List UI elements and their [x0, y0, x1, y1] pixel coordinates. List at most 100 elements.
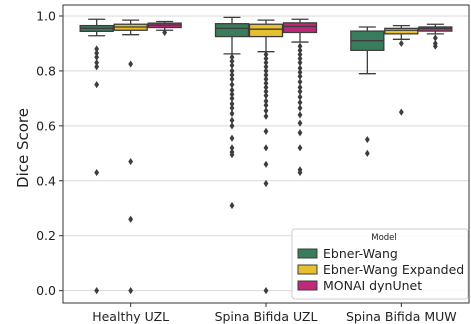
- outlier-point: [263, 160, 269, 168]
- outlier-point: [263, 101, 269, 109]
- outlier-point: [263, 67, 269, 75]
- box-body: [248, 23, 284, 38]
- legend-box: [291, 228, 469, 300]
- outlier-point: [398, 39, 404, 48]
- outlier-point: [94, 63, 100, 71]
- outlier-point: [297, 87, 303, 96]
- legend-swatch: [297, 264, 318, 275]
- outlier-point: [297, 64, 303, 72]
- outlier-point: [263, 75, 269, 83]
- legend-swatch: [297, 248, 318, 259]
- outlier-point: [229, 109, 235, 118]
- outlier-point: [229, 61, 235, 70]
- outlier-point: [297, 144, 303, 152]
- outlier-point: [229, 144, 235, 152]
- outlier-point: [263, 107, 269, 115]
- outlier-point: [94, 287, 100, 295]
- outlier-point: [263, 112, 269, 120]
- y-tick-label: 0.4: [36, 173, 56, 188]
- outlier-point: [229, 90, 235, 98]
- outlier-point: [263, 59, 269, 67]
- outlier-point: [229, 100, 235, 108]
- outlier-point: [297, 78, 303, 86]
- outlier-point: [229, 104, 235, 112]
- outlier-point: [229, 86, 235, 94]
- outlier-point: [128, 287, 134, 295]
- plot-data: [79, 16, 453, 295]
- outlier-point: [297, 129, 303, 137]
- outlier-point: [432, 42, 438, 50]
- outlier-point: [229, 151, 235, 159]
- box-0-2: [350, 26, 385, 157]
- y-tick-label: 1.0: [36, 8, 56, 23]
- outlier-point: [297, 93, 303, 101]
- outlier-point: [263, 83, 269, 91]
- x-tick-label: Spina Bifida MUW: [346, 309, 457, 324]
- y-axis-ticks: 0.0 0.2 0.4 0.6 0.8 1.0: [36, 8, 63, 298]
- outlier-point: [297, 46, 303, 54]
- box-2-0: [147, 20, 182, 37]
- outlier-point: [229, 71, 235, 79]
- outlier-point: [94, 81, 100, 89]
- outlier-point: [398, 108, 404, 116]
- outlier-point: [263, 63, 269, 71]
- outlier-point: [297, 104, 303, 112]
- legend-label: MONAI dynUnet: [323, 278, 422, 293]
- outlier-point: [263, 87, 269, 96]
- outlier-point: [94, 49, 100, 57]
- legend-label: Ebner-Wang Expanded: [323, 262, 464, 277]
- outlier-point: [297, 98, 303, 107]
- outlier-point: [94, 45, 100, 53]
- x-tick-label: Spina Bifida UZL: [215, 309, 318, 324]
- outlier-point: [263, 54, 269, 63]
- outlier-point: [229, 201, 235, 210]
- outlier-point: [128, 215, 134, 223]
- outlier-point: [297, 111, 303, 119]
- outlier-point: [432, 34, 438, 42]
- box-2-1: [282, 18, 318, 177]
- outlier-point: [297, 42, 303, 50]
- box-1-2: [384, 24, 419, 116]
- outlier-point: [297, 83, 303, 91]
- outlier-point: [229, 53, 235, 61]
- legend-title: Model: [371, 233, 397, 243]
- outlier-point: [263, 144, 269, 152]
- outlier-point: [229, 94, 235, 102]
- x-axis-ticks: Healthy UZL Spina Bifida UZL Spina Bifida …: [92, 303, 457, 324]
- outlier-point: [297, 119, 303, 127]
- box-0-1: [214, 16, 250, 210]
- box-body: [384, 27, 419, 35]
- outlier-point: [263, 71, 269, 79]
- y-tick-label: 0.6: [36, 118, 56, 133]
- outlier-point: [297, 54, 303, 63]
- outlier-point: [263, 179, 269, 188]
- outlier-point: [94, 59, 100, 67]
- outlier-point: [263, 92, 269, 100]
- y-axis-label: Dice Score: [14, 108, 32, 188]
- outlier-point: [162, 28, 168, 37]
- outlier-point: [229, 81, 235, 89]
- outlier-point: [229, 134, 235, 142]
- outlier-point: [263, 50, 269, 59]
- outlier-point: [297, 50, 303, 59]
- outlier-point: [229, 57, 235, 65]
- legend-label: Ebner-Wang: [323, 246, 398, 261]
- outlier-point: [364, 135, 370, 144]
- y-tick-label: 0.0: [36, 283, 56, 298]
- x-tick-label: Healthy UZL: [92, 309, 169, 324]
- y-tick-label: 0.2: [36, 228, 56, 243]
- outlier-point: [94, 168, 100, 177]
- legend-swatch: [297, 280, 318, 291]
- outlier-point: [297, 59, 303, 67]
- outlier-point: [229, 75, 235, 83]
- outlier-point: [263, 79, 269, 87]
- box-2-2: [418, 23, 453, 50]
- outlier-point: [229, 122, 235, 130]
- outlier-point: [128, 60, 134, 68]
- outlier-point: [263, 97, 269, 105]
- outlier-point: [128, 157, 134, 166]
- box-body: [418, 26, 453, 32]
- box-1-1: [248, 19, 284, 295]
